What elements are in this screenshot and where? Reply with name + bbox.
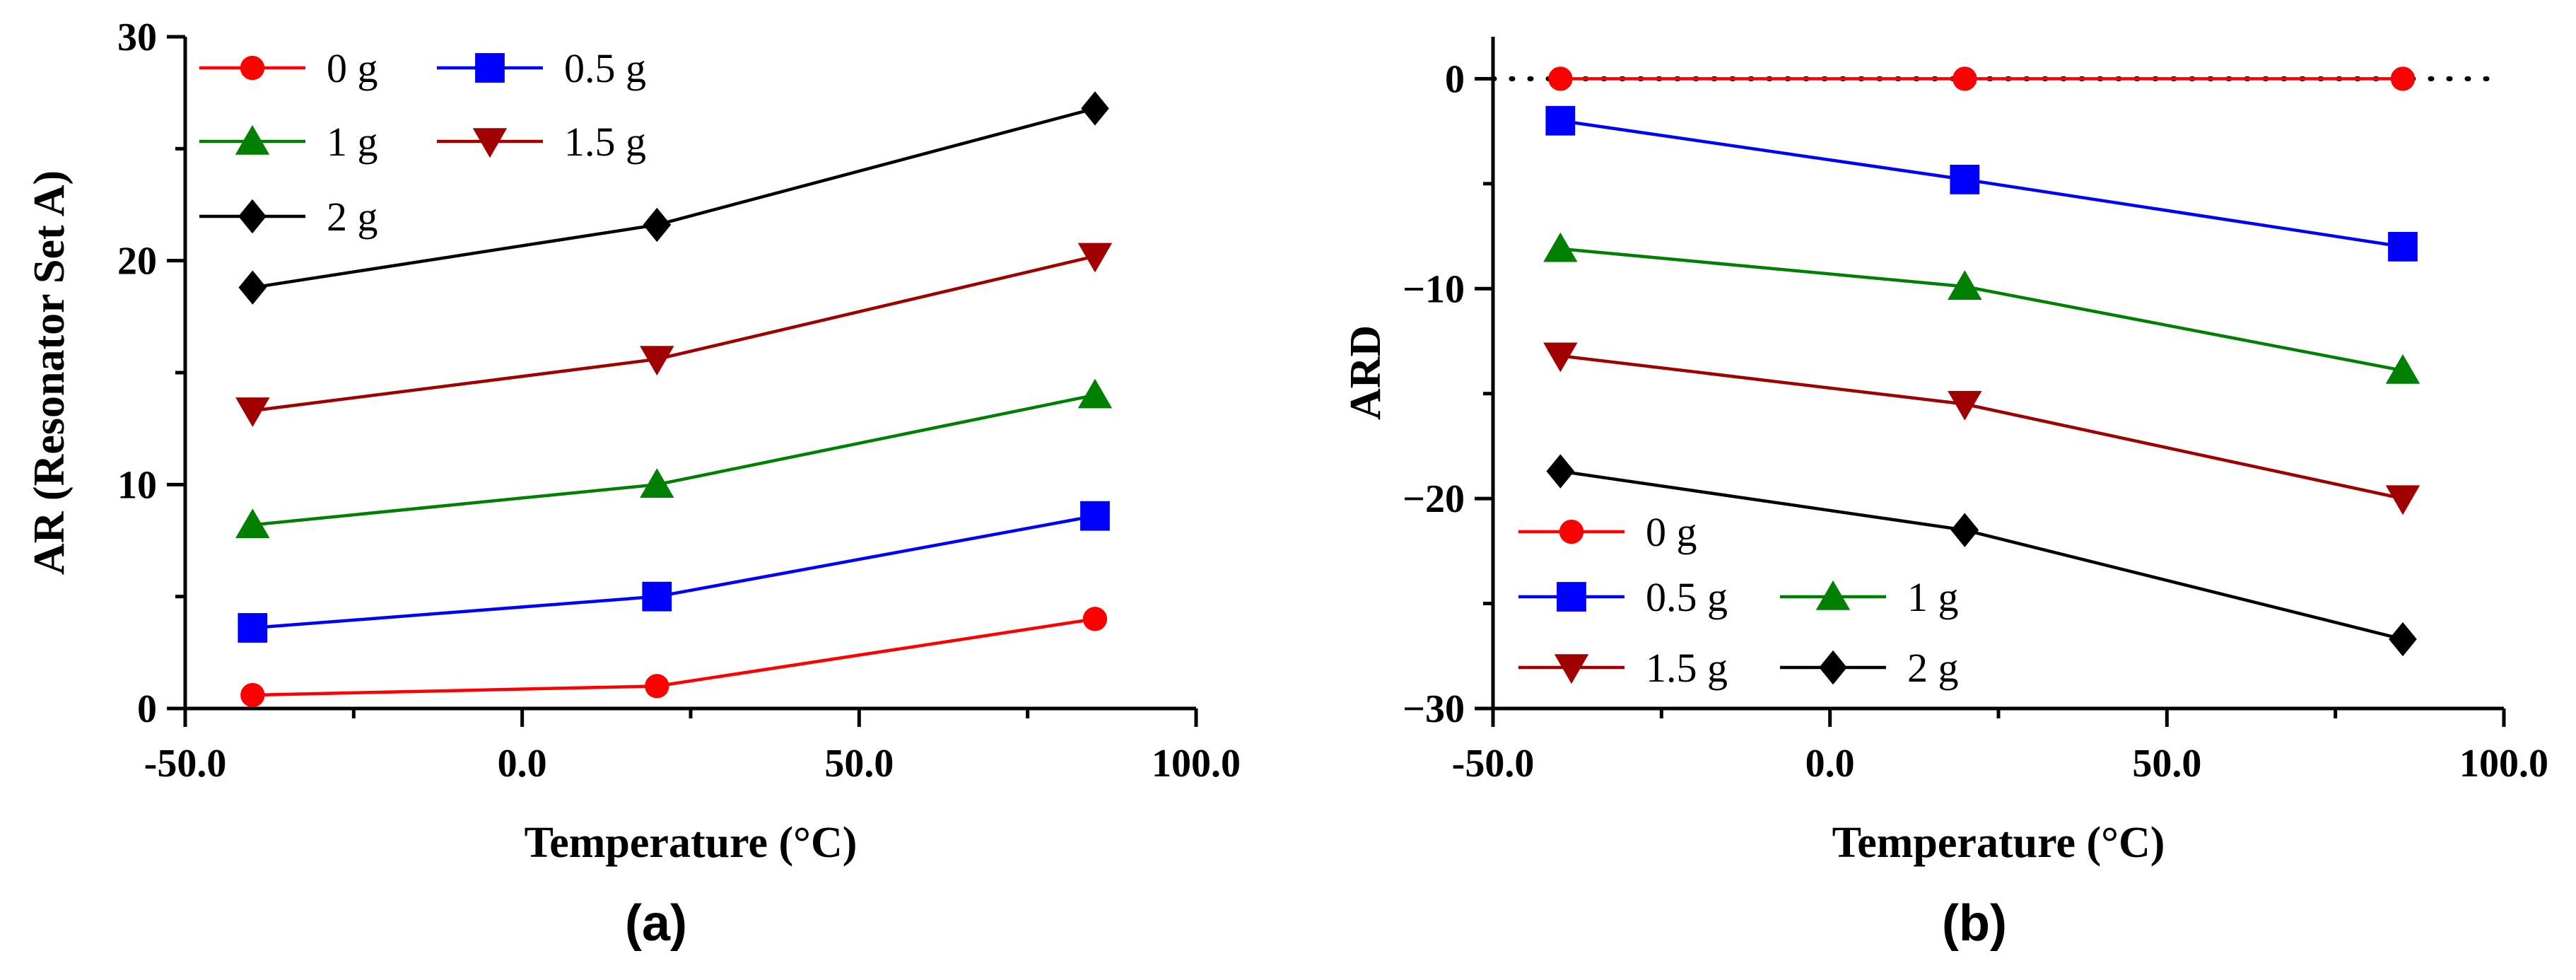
panel-a-legend-label: 0 g — [327, 45, 378, 91]
panel-a-x-tick-label: 50.0 — [824, 742, 894, 786]
panel-b-data-point — [1948, 390, 1982, 421]
panel-b-legend-label: 1.5 g — [1646, 645, 1728, 691]
panel-b-data-point — [1950, 164, 1980, 194]
panel-b-legend-marker — [1559, 519, 1584, 544]
panel-b-x-axis-title: Temperature (°C) — [1832, 819, 2165, 867]
panel-b-data-point — [2389, 622, 2417, 657]
panel-b-x-tick-label: 0.0 — [1805, 742, 1855, 786]
panel-a-legend-label: 2 g — [327, 194, 378, 240]
panel-b-data-point — [1543, 232, 1578, 262]
panel-b-legend-marker — [1815, 580, 1851, 610]
panel-b-x-tick-label: 50.0 — [2132, 742, 2201, 786]
panel-b-y-tick-label: −30 — [1403, 687, 1465, 731]
panel-b-series-line — [1560, 247, 2404, 373]
panel-a-y-axis-title: AR (Resonator Set A) — [25, 170, 74, 575]
panel-b-legend-label: 2 g — [1907, 645, 1959, 691]
panel-a-x-tick-label: 0.0 — [498, 742, 547, 786]
panel-b-y-axis-title: ARD — [1342, 325, 1390, 420]
panel-a-data-point — [235, 508, 270, 539]
panel-b-data-point — [2388, 231, 2418, 262]
panel-a-data-point — [642, 581, 672, 612]
panel-a-series-line — [252, 255, 1096, 413]
panel-b-data-point — [1545, 105, 1576, 136]
panel-a-data-point — [645, 674, 669, 699]
panel-b-legend-label: 0.5 g — [1646, 574, 1728, 620]
panel-b-data-point — [1546, 454, 1575, 489]
panel-b-data-point — [1543, 342, 1578, 373]
panel-a-legend-marker — [238, 199, 267, 234]
panel-b-legend-label: 1 g — [1907, 574, 1959, 620]
panel-b-legend-label: 0 g — [1646, 509, 1697, 555]
panel-a-series-line — [252, 617, 1096, 697]
panel-a-data-point — [238, 270, 267, 305]
panel-b-y-tick-label: −10 — [1403, 267, 1465, 311]
panel-a-legend-label: 1 g — [327, 119, 378, 165]
panel-b-data-point — [2390, 66, 2416, 91]
panel-a-data-point — [1077, 243, 1113, 273]
panel-a-y-tick-label: 20 — [117, 240, 157, 284]
panel-a-group: 0 10 20 30 -50.0 0.0 50.0 100.0 Temperature (°C)… — [25, 16, 1241, 952]
panel-a-data-point — [1081, 91, 1109, 126]
panel-b-legend-marker — [1819, 650, 1847, 685]
panel-a-legend-marker — [240, 55, 265, 81]
panel-b-data-point — [1950, 513, 1979, 547]
panel-a-data-point — [1082, 607, 1108, 631]
panel-a-data-point — [643, 207, 672, 243]
panel-a-data-point — [1080, 501, 1110, 531]
panel-a-series-line — [252, 393, 1096, 527]
panel-b-x-tick-label: -50.0 — [1452, 742, 1535, 786]
panel-a-series-line — [252, 514, 1096, 630]
panel-a-series-line — [252, 107, 1096, 289]
panel-a-legend-label: 0.5 g — [564, 45, 646, 91]
panel-a-legend-marker — [235, 124, 270, 155]
panel-b-y-tick-label: 0 — [1445, 57, 1465, 101]
panel-b-data-point — [1953, 66, 1977, 91]
panel-b-legend-marker — [1557, 582, 1586, 612]
panel-a-y-tick-label: 30 — [117, 16, 157, 59]
panel-a-data-point — [240, 682, 265, 708]
panel-b-data-point — [1548, 66, 1573, 91]
panel-a-y-tick-label: 10 — [117, 463, 157, 507]
panel-a-data-point — [640, 468, 674, 498]
panel-b-data-point — [2385, 485, 2420, 515]
panel-a-data-point — [235, 397, 270, 427]
panel-a-x-axis-title: Temperature (°C) — [525, 819, 857, 867]
panel-b-legend-marker — [1554, 654, 1589, 684]
panel-b-data-point — [2385, 354, 2420, 384]
panel-b-group: −30 −20 −10 0 -50.0 0.0 50.0 100.0 Temperature (… — [1342, 37, 2548, 952]
panel-a-legend-label: 1.5 g — [564, 119, 646, 165]
panel-a-data-point — [1077, 378, 1113, 409]
panel-a-y-tick-label: 0 — [137, 687, 157, 731]
panel-a-x-tick-label: -50.0 — [144, 742, 227, 786]
panel-a-legend-marker — [475, 53, 505, 83]
panel-b-series-line — [1560, 354, 2404, 501]
panel-a-data-point — [238, 613, 268, 643]
panel-a-legend-marker — [472, 128, 508, 158]
panel-a-x-tick-label: 100.0 — [1152, 742, 1241, 786]
panel-b-label: (b) — [1942, 895, 2007, 952]
panel-b-x-tick-label: 100.0 — [2459, 742, 2548, 786]
panel-a-data-point — [640, 346, 674, 376]
panel-b-data-point — [1948, 270, 1982, 300]
panel-b-series-line — [1560, 119, 2404, 249]
panel-b-y-tick-label: −20 — [1403, 477, 1465, 521]
panel-a-label: (a) — [625, 895, 687, 952]
